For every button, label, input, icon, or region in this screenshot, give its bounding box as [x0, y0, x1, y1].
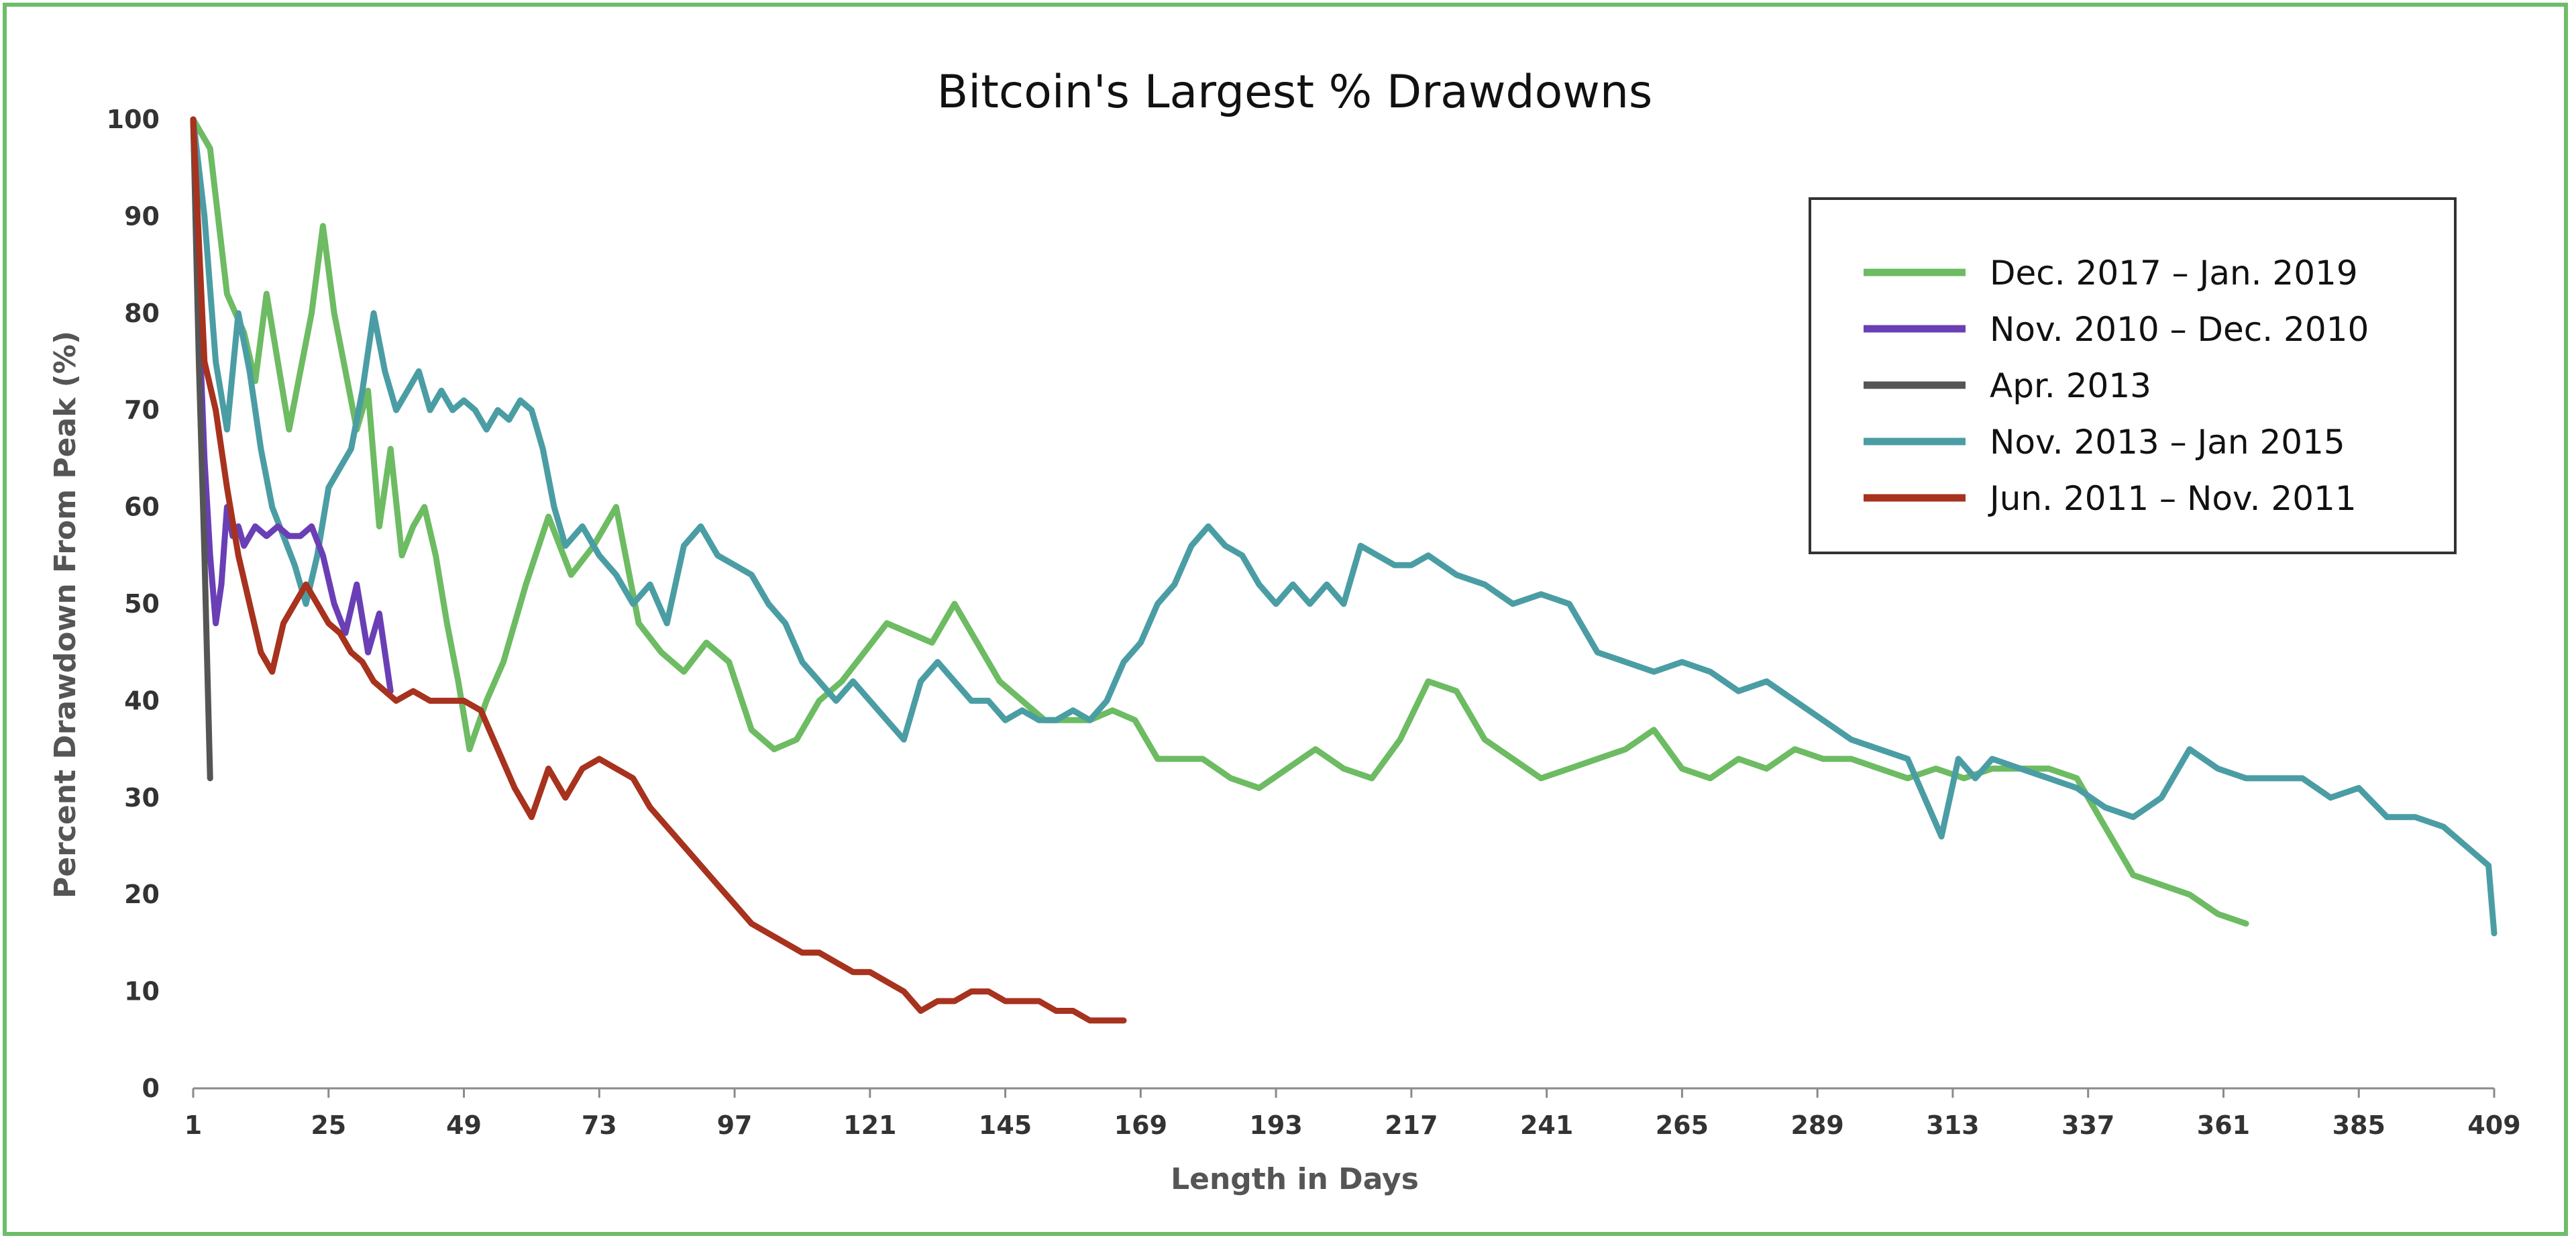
x-tick-label: 25: [311, 1110, 346, 1140]
series-line-nov-2010-dec-2010: [190, 116, 394, 694]
legend-box: [1809, 197, 2457, 554]
y-tick-label: 70: [124, 395, 160, 425]
x-tick-label: 145: [979, 1110, 1032, 1140]
series-layer: [190, 116, 2498, 1024]
y-tick-label: 80: [124, 299, 160, 328]
x-tick-label: 241: [1520, 1110, 1573, 1140]
x-tick-label: 385: [2332, 1110, 2385, 1140]
x-tick-label: 49: [446, 1110, 482, 1140]
legend-label: Nov. 2010 – Dec. 2010: [1990, 310, 2369, 349]
x-tick-label: 409: [2467, 1110, 2520, 1140]
chart-frame: [3, 3, 2568, 1236]
x-tick-label: 361: [2197, 1110, 2250, 1140]
y-tick-label: 20: [124, 880, 160, 909]
y-tick-label: 0: [142, 1074, 160, 1103]
x-tick-label: 337: [2061, 1110, 2114, 1140]
chart-title: Bitcoin's Largest % Drawdowns: [937, 66, 1653, 119]
x-tick-label: 265: [1656, 1110, 1709, 1140]
x-tick-label: 289: [1791, 1110, 1844, 1140]
x-tick-label: 217: [1385, 1110, 1438, 1140]
y-tick-label: 60: [124, 493, 160, 522]
y-tick-label: 50: [124, 589, 160, 619]
legend-label: Nov. 2013 – Jan 2015: [1990, 423, 2345, 462]
legend-label: Apr. 2013: [1990, 366, 2151, 405]
legend-label: Jun. 2011 – Nov. 2011: [1988, 479, 2357, 518]
y-tick-label: 100: [107, 105, 160, 134]
x-tick-label: 1: [184, 1110, 202, 1140]
legend-label: Dec. 2017 – Jan. 2019: [1990, 254, 2358, 293]
series-line-jun-2011-nov-2011: [190, 116, 1127, 1024]
x-tick-label: 313: [1926, 1110, 1979, 1140]
x-tick-label: 169: [1114, 1110, 1167, 1140]
y-tick-label: 30: [124, 783, 160, 813]
x-axis-label: Length in Days: [1171, 1162, 1419, 1196]
axes: 1 25 49 73 97 121 145 169 193 217 241 265 289 313 337 3…: [107, 105, 2521, 1140]
y-tick-label: 40: [124, 686, 160, 715]
series-line-nov-2013-jan-2015: [190, 116, 2498, 937]
series-line-dec-2017-jan-2019: [190, 116, 2249, 927]
x-tick-label: 97: [717, 1110, 753, 1140]
x-tick-label: 121: [843, 1110, 896, 1140]
x-tick-label: 193: [1249, 1110, 1302, 1140]
legend: Dec. 2017 – Jan. 2019 Nov. 2010 – Dec. 20…: [1809, 197, 2457, 554]
y-axis-label: Percent Drawdown From Peak (%): [48, 331, 83, 898]
x-tick-label: 73: [582, 1110, 617, 1140]
y-tick-label: 10: [124, 977, 160, 1006]
y-tick-label: 90: [124, 201, 160, 231]
